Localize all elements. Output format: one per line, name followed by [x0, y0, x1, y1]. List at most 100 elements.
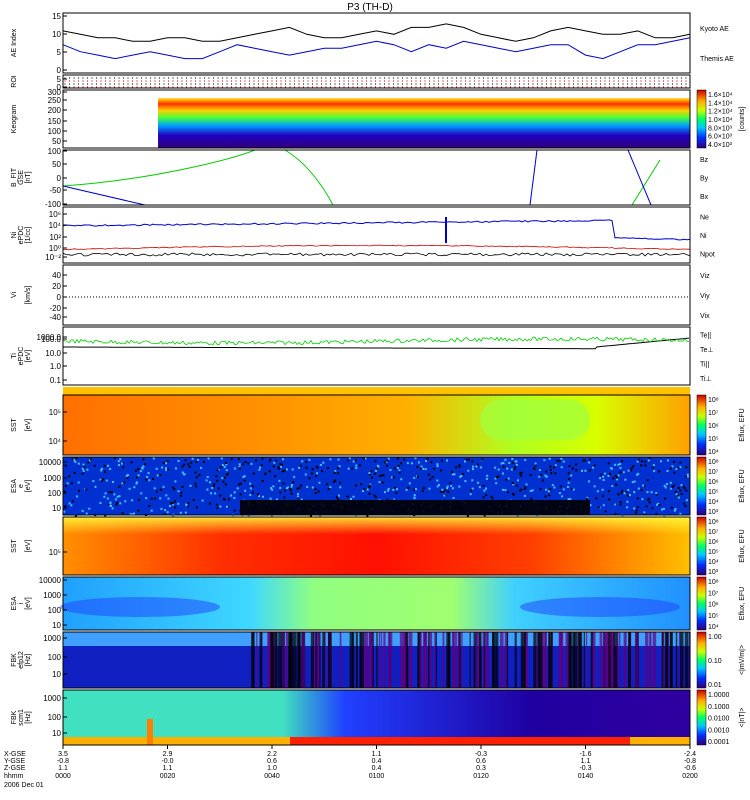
legend-entry: Viz [700, 273, 710, 280]
ytick-label: 1000 [43, 694, 61, 703]
ytick-label: 10⁶ [49, 210, 61, 219]
ytick-label: 100 [48, 713, 62, 722]
colorbar-tick: 0.1000 [708, 704, 730, 711]
ytick-label: 100 [48, 127, 62, 136]
ytick-label: 0 [57, 83, 62, 92]
ytick-label: 10.0 [45, 349, 61, 358]
colorbar [696, 456, 707, 516]
colorbar-tick: 1.2×10⁴ [708, 109, 733, 116]
colorbar-tick: 10⁷ [708, 469, 719, 476]
colorbar-tick: 1.0000 [708, 692, 730, 699]
panel-sst_e: 10⁴ 10⁵ SST [eV] 10⁴ 10⁵ 10⁶ 10⁷ 10⁸ Eflux, EFU [11, 394, 746, 456]
ylabel: FBK efp12 [Hz] [11, 651, 32, 669]
colorbar-tick: 1.0×10⁴ [708, 117, 733, 124]
svg-text:B_FIT: B_FIT [11, 167, 18, 187]
ytick-label: 300 [48, 88, 62, 97]
colorbar-tick: 10⁶ [708, 423, 719, 430]
ytick-label: 0 [57, 66, 62, 75]
series-0 [62, 23, 691, 42]
colorbar-label: <|nT|> [739, 708, 746, 728]
legend-entry: Themis AE [700, 56, 734, 63]
colorbar-tick: 10³ [708, 509, 719, 516]
colorbar-tick: 0.0100 [708, 716, 730, 723]
colorbar-tick: 10⁶ [708, 539, 719, 546]
ytick-label: 10⁵ [49, 408, 61, 417]
ytick-label: 10⁴ [49, 221, 62, 230]
ytick-label: 0 [57, 293, 62, 302]
ytick-label: 10⁴ [49, 437, 62, 446]
ytick-label: 1000.0 [37, 333, 62, 342]
colorbar-tick: 10³ [708, 569, 719, 576]
footer-tick-value: 0.6 [476, 758, 486, 765]
svg-text:[km/s]: [km/s] [25, 286, 32, 305]
ytick-label: 100 [48, 489, 62, 498]
svg-text:[1/cc]: [1/cc] [25, 227, 32, 244]
series-1 [62, 37, 691, 60]
ytick-label: -50 [49, 186, 61, 195]
ytick-label: 1000 [43, 474, 61, 483]
ytick-label: 50 [52, 160, 61, 169]
ytick-label: 15 [52, 12, 61, 21]
colorbar-tick: 6.0×10³ [708, 134, 733, 141]
ytick-label: 5 [57, 48, 62, 57]
ytick-label: 100 [48, 653, 62, 662]
keogram-image [158, 98, 690, 148]
colorbar-tick: 10⁵ [708, 489, 719, 496]
legend-entry: Ti|| [700, 361, 709, 368]
ti-line [62, 336, 689, 346]
colorbar-tick: 0.0010 [708, 727, 730, 734]
legend-entry: Kyoto AE [700, 26, 729, 33]
panel-vi: -40-20 0 20 40 Vi [km/s] Viz Viy Vix [11, 264, 710, 326]
footer-tick-value: 0120 [473, 773, 489, 780]
footer-tick-value: -0.3 [579, 765, 591, 772]
svg-text:[Hz]: [Hz] [25, 711, 32, 724]
footer-tick-value: 1.1 [58, 765, 68, 772]
footer-tick-value: 0100 [369, 773, 385, 780]
ylabel: Ni ePDC [1/cc] [11, 226, 32, 245]
panel-roi: 05 ROI [11, 74, 691, 92]
svg-text:ePDC: ePDC [18, 347, 25, 366]
svg-text:SST: SST [11, 538, 18, 552]
sst-electron-spectrogram [63, 395, 690, 455]
footer-tick-value: -2.4 [684, 751, 696, 758]
footer-tick-value: 0040 [264, 773, 280, 780]
legend-entry: Ne [700, 214, 709, 221]
ytick-label: 10 [52, 670, 61, 679]
footer-tick-value: 1.1 [163, 765, 173, 772]
svg-text:[eV]: [eV] [25, 419, 32, 432]
svg-text:ESA: ESA [11, 596, 18, 610]
footer-row-label: 2006 Dec 01 [4, 782, 44, 789]
svg-text:[eV]: [eV] [25, 350, 32, 363]
svg-text:ePDC: ePDC [18, 226, 25, 245]
svg-text:GSE: GSE [18, 170, 25, 185]
ni-line [62, 252, 691, 257]
colorbar [696, 394, 707, 456]
ylabel: B_FIT GSE [nT] [11, 167, 32, 187]
colorbar-tick: 0.01 [708, 682, 722, 689]
panel-esa_i: 10 100 1000 10000 ESA i [eV] 10⁴ 10⁵ 10⁶ 10⁷ 10⁸ Efl… [11, 576, 746, 631]
colorbar-tick: 8.0×10³ [708, 125, 733, 132]
ylabel: Ti ePDC [eV] [11, 347, 32, 366]
panel-ae: 0 5 10 15 AE Index Kyoto AE Themis AE [11, 12, 734, 75]
svg-text:[eV]: [eV] [25, 540, 32, 553]
footer-tick-value: -0.0 [161, 758, 173, 765]
svg-text:FBK: FBK [11, 653, 18, 667]
ytick-label: -40 [49, 313, 61, 322]
colorbar-tick: 10⁶ [708, 479, 719, 486]
ylabel: SST [eV] [11, 417, 32, 431]
ytick-label: 1000 [43, 591, 61, 600]
colorbar-tick: 10⁷ [708, 590, 719, 597]
colorbar-tick: 10⁸ [708, 519, 719, 526]
colorbar-tick: 10⁵ [708, 613, 719, 620]
legend-entry: Vix [700, 313, 710, 320]
footer-tick-value: -0.8 [684, 758, 696, 765]
svg-text:[Hz]: [Hz] [25, 654, 32, 667]
colorbar-label: Eflux, EFU [739, 408, 746, 441]
svg-text:[eV]: [eV] [25, 597, 32, 610]
panel-esa_e: 10 100 1000 10000 ESA e [eV] 10³ 10⁴ 10⁵ 10⁶ 10⁷ 10⁸… [11, 456, 746, 517]
legend-entry: Bx [700, 194, 709, 201]
ytick-label: 10 [52, 621, 61, 630]
svg-text:FBK: FBK [11, 710, 18, 724]
